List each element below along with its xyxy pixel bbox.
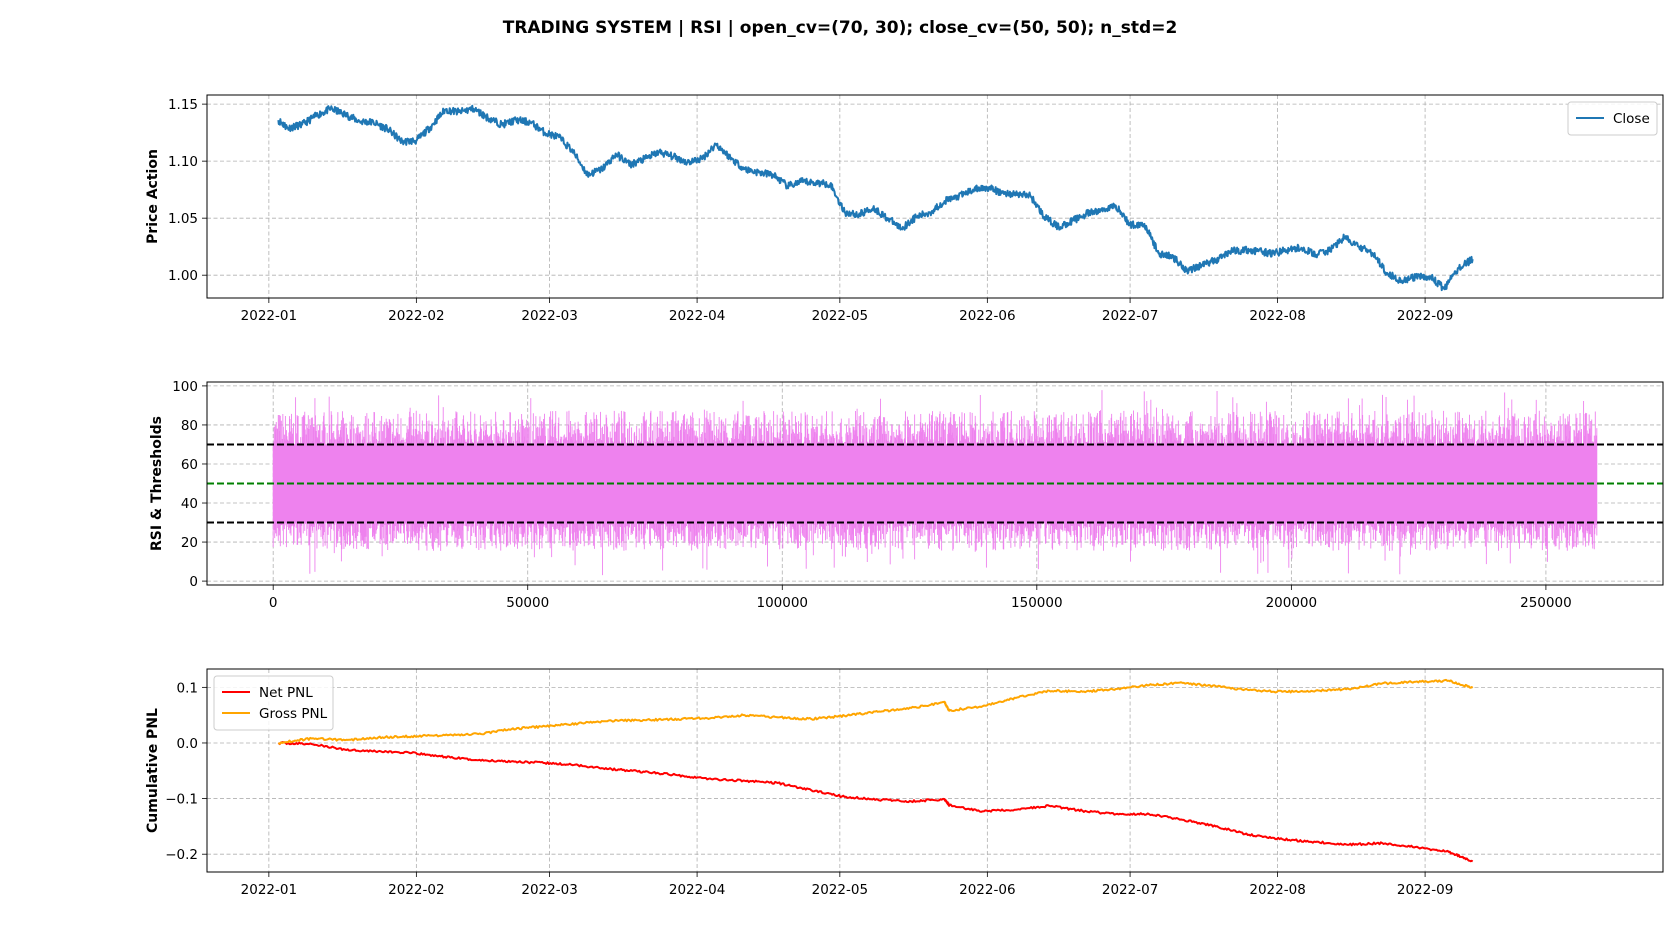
rsi-x-tick-label: 50000 [506, 595, 549, 611]
price-y-tick-label: 1.05 [168, 211, 198, 227]
price-legend-box [1567, 101, 1658, 136]
pnl-gross-pnl-line [277, 678, 1474, 745]
pnl-plot-area [277, 678, 1474, 863]
pnl-x-tick-label: 2022-02 [388, 882, 444, 898]
price-x-tick-label: 2022-03 [521, 308, 577, 324]
pnl-axes-frame [206, 668, 1664, 873]
pnl-y-tick-label: 0.1 [177, 680, 198, 696]
rsi-y-tick-label: 20 [181, 535, 198, 551]
price-y-tick-label: 1.15 [168, 97, 198, 113]
pnl-net-pnl-line [277, 741, 1474, 863]
pnl-y-tick-label: −0.1 [165, 792, 198, 808]
price-y-tick-label: 1.10 [168, 154, 198, 170]
pnl-legend-label: Gross PNL [259, 706, 328, 722]
price-x-tick-label: 2022-09 [1397, 308, 1453, 324]
price-y-tick-label: 1.00 [168, 268, 198, 284]
price-x-tick-label: 2022-06 [959, 308, 1015, 324]
pnl-x-tick-label: 2022-04 [669, 882, 725, 898]
rsi-y-tick-label: 40 [181, 496, 198, 512]
price-x-tick-label: 2022-01 [241, 308, 297, 324]
price-x-tick-label: 2022-05 [812, 308, 868, 324]
price-axes-frame [206, 94, 1664, 299]
rsi-x-tick-label: 0 [269, 595, 278, 611]
rsi-y-tick-label: 80 [181, 418, 198, 434]
pnl-panel: 2022-01 2022-02 2022-03 2022-04 2022-05 2022-… [145, 668, 1664, 898]
rsi-x-tick-label: 150000 [1011, 595, 1063, 611]
rsi-y-tick-label: 60 [181, 457, 198, 473]
rsi-y-tick-label: 0 [189, 574, 198, 590]
pnl-y-tick-label: −0.2 [165, 847, 198, 863]
pnl-legend-label: Net PNL [259, 685, 313, 701]
price-x-tick-label: 2022-08 [1249, 308, 1305, 324]
rsi-axes-frame [206, 381, 1664, 586]
price-y-axis-label: Price Action [145, 149, 161, 244]
pnl-x-tick-label: 2022-05 [812, 882, 868, 898]
pnl-y-axis-label: Cumulative PNL [145, 708, 161, 833]
rsi-y-tick-label: 100 [172, 379, 198, 395]
rsi-panel: 0 50000 100000 150000 200000 250000 0 20 40 60 80 1… [149, 379, 1664, 611]
price-x-tick-label: 2022-07 [1102, 308, 1158, 324]
price-x-tick-label: 2022-02 [388, 308, 444, 324]
pnl-x-tick-label: 2022-07 [1102, 882, 1158, 898]
pnl-x-tick-label: 2022-08 [1249, 882, 1305, 898]
rsi-y-axis-label: RSI & Thresholds [149, 416, 165, 551]
rsi-plot-area [207, 390, 1663, 576]
price-plot-area [277, 104, 1474, 292]
rsi-x-tick-label: 100000 [756, 595, 808, 611]
price-legend-label: Close [1613, 111, 1650, 127]
price-panel: 2022-01 2022-02 2022-03 2022-04 2022-05 2022-… [145, 94, 1664, 324]
pnl-legend-box [213, 675, 334, 731]
pnl-x-tick-label: 2022-06 [959, 882, 1015, 898]
rsi-x-tick-label: 250000 [1520, 595, 1572, 611]
price-x-tick-label: 2022-04 [669, 308, 725, 324]
rsi-x-tick-label: 200000 [1266, 595, 1318, 611]
pnl-y-tick-label: 0.0 [177, 736, 198, 752]
figure-title: TRADING SYSTEM | RSI | open_cv=(70, 30);… [503, 18, 1178, 38]
pnl-x-tick-label: 2022-03 [521, 882, 577, 898]
pnl-x-tick-label: 2022-01 [241, 882, 297, 898]
pnl-x-tick-label: 2022-09 [1397, 882, 1453, 898]
price-close-line [277, 104, 1474, 292]
